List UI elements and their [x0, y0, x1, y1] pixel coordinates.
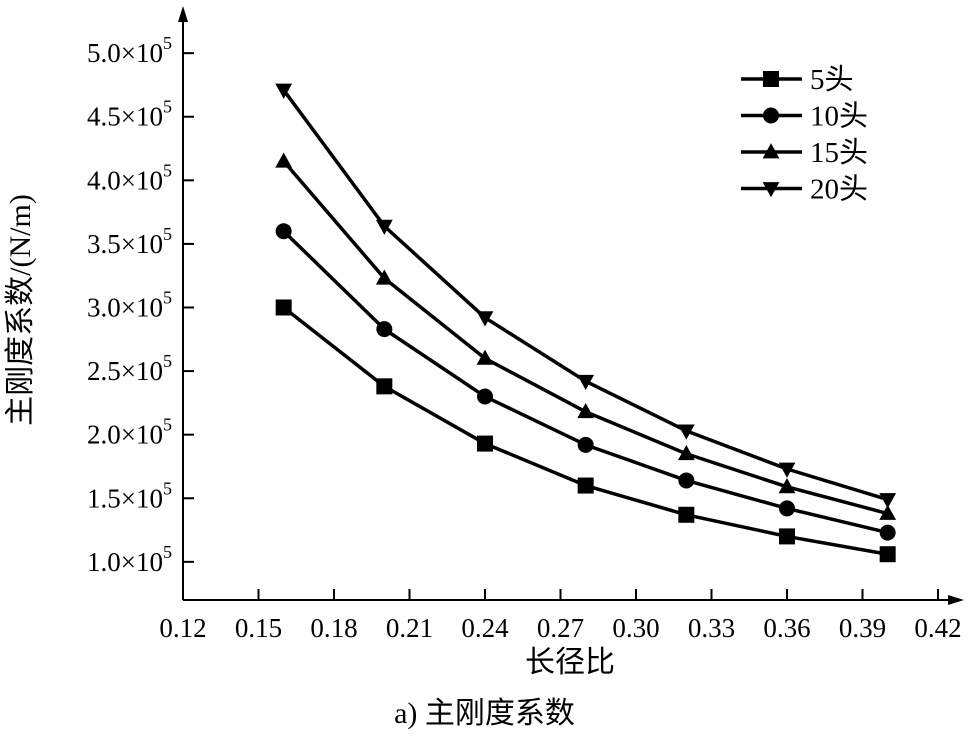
triangle-up-marker: [778, 478, 796, 494]
legend-label: 15头: [810, 137, 868, 169]
x-tick-label: 0.30: [612, 613, 659, 643]
x-ticks: 0.12 0.15 0.18 0.21 0.24 0.27 0.30 0.33 0.36 0.39…: [159, 589, 962, 643]
x-tick-label: 0.36: [763, 613, 810, 643]
x-tick-label: 0.21: [386, 613, 433, 643]
series-1: [275, 223, 896, 541]
triangle-down-marker: [677, 424, 695, 440]
triangle-down-marker: [375, 219, 393, 235]
triangle-down-marker: [879, 493, 897, 509]
triangle-up-marker: [375, 269, 393, 285]
y-tick-label: 1.5×10: [87, 483, 163, 513]
y-tick-label: 3.0×10: [87, 293, 163, 323]
y-tick-label: 1.0×10: [87, 547, 163, 577]
circle-marker: [376, 321, 393, 338]
y-tick-exponent: 5: [163, 415, 172, 435]
y-tick-exponent: 5: [163, 97, 172, 117]
square-marker: [376, 378, 393, 395]
square-marker: [275, 299, 292, 316]
triangle-up-marker: [577, 402, 595, 419]
legend-label: 20头: [810, 174, 868, 206]
y-tick-exponent: 5: [163, 351, 172, 371]
axes: [178, 6, 964, 605]
series-2: [275, 152, 897, 520]
circle-marker: [577, 436, 594, 453]
x-axis-label: 长径比: [525, 646, 615, 679]
circle-marker: [879, 524, 896, 541]
square-marker: [477, 435, 493, 452]
legend: 5头 10头 15头 20头: [741, 64, 868, 206]
circle-marker: [763, 107, 779, 124]
triangle-up-marker: [677, 444, 695, 461]
legend-item: 10头: [741, 101, 868, 133]
y-tick-label: 5.0×10: [87, 38, 163, 68]
square-marker: [779, 528, 795, 545]
circle-marker: [678, 472, 695, 489]
x-tick-label: 0.33: [688, 613, 735, 643]
triangle-up-marker: [762, 143, 780, 159]
y-tick-exponent: 5: [163, 224, 172, 244]
y-tick-exponent: 5: [163, 288, 172, 308]
x-tick-label: 0.12: [159, 613, 206, 643]
triangle-up-marker: [476, 349, 494, 365]
circle-marker: [477, 388, 493, 405]
x-tick-label: 0.18: [310, 613, 357, 643]
triangle-down-marker: [778, 462, 796, 478]
y-ticks: 1.0×10 51.5×10 52.0×10 52.5×10 53.0×10 53.5×1…: [87, 33, 194, 577]
legend-label: 5头: [810, 64, 854, 96]
y-axis-arrow: [178, 6, 188, 22]
x-tick-label: 0.24: [461, 613, 509, 643]
x-tick-label: 0.15: [235, 613, 282, 643]
y-tick-exponent: 5: [163, 542, 172, 562]
y-tick-label: 4.5×10: [87, 102, 163, 132]
y-tick-label: 4.0×10: [87, 165, 163, 195]
triangle-up-marker: [879, 504, 897, 520]
legend-label: 10头: [810, 101, 868, 133]
x-axis-arrow: [948, 595, 964, 605]
triangle-down-marker: [577, 374, 595, 391]
square-marker: [678, 506, 695, 523]
square-marker: [577, 477, 594, 494]
y-tick-exponent: 5: [163, 33, 172, 53]
y-tick-exponent: 5: [163, 478, 172, 498]
triangle-down-marker: [476, 311, 494, 327]
legend-item: 15头: [741, 137, 868, 169]
triangle-down-marker: [275, 83, 293, 99]
legend-item: 20头: [741, 174, 868, 206]
y-tick-label: 2.5×10: [87, 356, 163, 386]
y-tick-exponent: 5: [163, 160, 172, 180]
y-tick-label: 3.5×10: [87, 229, 163, 259]
triangle-down-marker: [762, 182, 780, 198]
y-axis-label: 主刚度系数/(N/m): [4, 194, 37, 426]
y-tick-label: 2.0×10: [87, 420, 163, 450]
square-marker: [879, 546, 896, 563]
square-marker: [763, 71, 779, 87]
series-3: [275, 83, 897, 509]
circle-marker: [779, 500, 795, 517]
series-line: [282, 306, 888, 556]
series-0: [275, 299, 896, 563]
figure-caption: a) 主刚度系数: [394, 697, 575, 730]
legend-item: 5头: [741, 64, 854, 96]
triangle-up-marker: [275, 152, 293, 168]
circle-marker: [275, 223, 292, 240]
x-tick-label: 0.42: [914, 613, 961, 643]
x-tick-label: 0.39: [839, 613, 886, 643]
series-layer: [275, 83, 897, 563]
x-tick-label: 0.27: [537, 613, 584, 643]
